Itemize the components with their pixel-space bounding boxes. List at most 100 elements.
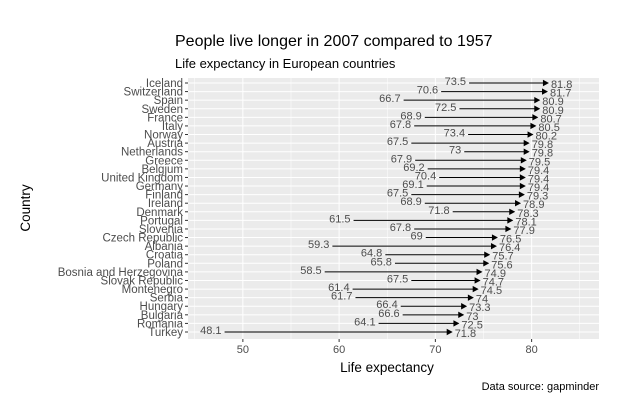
value-label-1957: 66.6 bbox=[378, 308, 399, 320]
arrow-head bbox=[476, 268, 483, 276]
value-label-2007: 74.7 bbox=[483, 276, 504, 288]
value-label-1957: 66.7 bbox=[379, 93, 400, 105]
arrow-head bbox=[515, 200, 522, 207]
y-tick-label: Finland bbox=[145, 190, 183, 202]
value-label-2007: 79.8 bbox=[532, 148, 553, 160]
y-tick-label: Hungary bbox=[140, 301, 184, 313]
arrow-head bbox=[523, 148, 530, 155]
chart-title: People live longer in 2007 compared to 1… bbox=[175, 33, 493, 50]
value-label-1957: 64.1 bbox=[354, 316, 375, 328]
arrow-head bbox=[542, 79, 549, 87]
y-tick-label: Iceland bbox=[146, 78, 183, 90]
y-tick-label: Bulgaria bbox=[141, 310, 184, 322]
value-label-1957: 48.1 bbox=[200, 325, 221, 337]
value-label-1957: 65.8 bbox=[371, 256, 392, 268]
arrow-head bbox=[458, 311, 465, 319]
value-label-1957: 69.1 bbox=[402, 179, 423, 191]
value-label-2007: 80.7 bbox=[540, 113, 561, 125]
arrow-head bbox=[491, 234, 498, 241]
x-tick-label: 80 bbox=[525, 344, 537, 356]
value-label-1957: 70.4 bbox=[415, 170, 436, 182]
arrow-head bbox=[507, 217, 514, 224]
data-marks: 73.5 81.8 70.6 81.7 66.7 80.9 72.5 80.9 68.9 80.7… bbox=[200, 76, 572, 340]
plot-panel bbox=[188, 78, 599, 339]
arrow-head bbox=[519, 174, 526, 181]
value-label-1957: 59.3 bbox=[308, 239, 329, 251]
arrow-head bbox=[446, 328, 453, 336]
value-label-2007: 75.6 bbox=[491, 259, 512, 271]
value-label-1957: 61.4 bbox=[328, 282, 349, 294]
arrow-head bbox=[518, 191, 525, 198]
y-tick-label: Romania bbox=[137, 318, 184, 330]
y-tick-label: Ireland bbox=[148, 198, 183, 210]
value-label-1957: 67.8 bbox=[390, 119, 411, 131]
arrow-head bbox=[520, 157, 527, 164]
value-label-2007: 72.5 bbox=[461, 319, 482, 331]
value-label-2007: 80.9 bbox=[542, 96, 563, 108]
value-label-2007: 73 bbox=[466, 311, 478, 323]
y-tick-label: Netherlands bbox=[121, 147, 183, 159]
value-label-1957: 69.2 bbox=[403, 162, 424, 174]
value-label-2007: 79.5 bbox=[529, 156, 550, 168]
value-label-1957: 58.5 bbox=[300, 265, 321, 277]
value-label-2007: 79.4 bbox=[528, 165, 549, 177]
y-tick-label: Poland bbox=[147, 258, 183, 270]
value-label-2007: 74.5 bbox=[481, 285, 502, 297]
value-label-2007: 80.9 bbox=[542, 105, 563, 117]
y-tick-label: Italy bbox=[162, 121, 183, 133]
value-label-2007: 74.9 bbox=[485, 268, 506, 280]
y-tick-label: Albania bbox=[145, 241, 184, 253]
value-label-2007: 77.9 bbox=[513, 225, 534, 237]
value-label-1957: 70.6 bbox=[417, 85, 438, 97]
value-label-1957: 67.5 bbox=[387, 188, 408, 200]
arrow-head bbox=[472, 285, 479, 293]
value-label-1957: 68.9 bbox=[400, 110, 421, 122]
arrow-head bbox=[541, 88, 548, 95]
value-label-1957: 72.5 bbox=[435, 102, 456, 114]
value-label-1957: 73.4 bbox=[444, 128, 465, 140]
value-label-2007: 81.7 bbox=[550, 88, 571, 100]
value-label-1957: 67.8 bbox=[390, 222, 411, 234]
value-label-2007: 78.3 bbox=[517, 208, 538, 220]
y-axis: IcelandSwitzerlandSpainSwedenFranceItaly… bbox=[58, 78, 188, 339]
value-label-2007: 74 bbox=[476, 294, 488, 306]
y-tick-label: Greece bbox=[145, 155, 183, 167]
value-label-1957: 69 bbox=[410, 231, 422, 243]
y-tick-label: Turkey bbox=[148, 327, 183, 339]
x-axis: 50 60 70 80 bbox=[237, 339, 538, 356]
arrow-head bbox=[509, 208, 516, 215]
arrow-head bbox=[519, 182, 526, 190]
value-label-2007: 78.1 bbox=[515, 216, 536, 228]
value-label-1957: 71.8 bbox=[428, 205, 449, 217]
y-tick-label: Slovak Republic bbox=[101, 275, 184, 287]
arrow-head bbox=[484, 251, 491, 258]
value-label-2007: 73.3 bbox=[469, 302, 490, 314]
value-label-2007: 80.5 bbox=[538, 122, 559, 134]
arrow-head bbox=[534, 96, 541, 104]
arrow-head bbox=[534, 105, 541, 112]
caption: Data source: gapminder bbox=[482, 381, 600, 393]
x-tick-label: 50 bbox=[237, 344, 249, 356]
x-tick-label: 60 bbox=[333, 344, 345, 356]
x-axis-title: Life expectancy bbox=[340, 360, 434, 375]
arrow-head bbox=[505, 225, 512, 233]
value-label-1957: 64.8 bbox=[361, 248, 382, 260]
value-label-1957: 61.5 bbox=[329, 213, 350, 225]
value-label-1957: 61.7 bbox=[331, 291, 352, 303]
value-label-2007: 80.2 bbox=[536, 131, 557, 143]
y-tick-label: Portugal bbox=[140, 215, 183, 227]
value-label-2007: 81.8 bbox=[551, 79, 572, 91]
y-tick-label: Serbia bbox=[150, 293, 184, 305]
arrow-head bbox=[490, 242, 497, 250]
y-tick-label: United Kingdom bbox=[101, 172, 183, 184]
value-label-2007: 79.3 bbox=[527, 191, 548, 203]
value-label-2007: 79.8 bbox=[532, 139, 553, 151]
arrow-head bbox=[523, 139, 530, 147]
value-label-1957: 67.5 bbox=[387, 273, 408, 285]
value-label-1957: 73.5 bbox=[445, 76, 466, 88]
arrow-head bbox=[527, 131, 534, 138]
y-tick-label: Montenegro bbox=[122, 284, 183, 296]
y-tick-label: Denmark bbox=[136, 207, 183, 219]
y-tick-label: Austria bbox=[147, 138, 183, 150]
